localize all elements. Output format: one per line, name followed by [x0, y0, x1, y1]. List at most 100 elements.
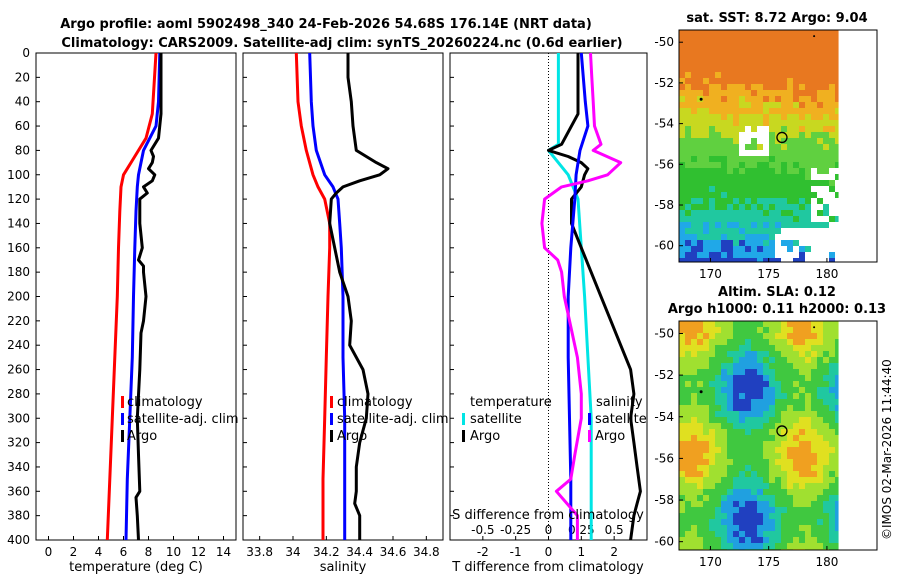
map-cell [775, 162, 781, 168]
legend-argo-label: Argo [337, 429, 367, 444]
map-cell [727, 144, 733, 150]
map-cell [799, 36, 805, 42]
map-cell [835, 234, 839, 240]
map-cell [751, 507, 757, 513]
map-cell [793, 333, 799, 339]
map-cell [745, 351, 751, 357]
map-cell [733, 90, 739, 96]
map-cell [763, 327, 769, 333]
map-cell [685, 96, 691, 102]
map-cell [763, 519, 769, 525]
map-cell [733, 114, 739, 120]
map-cell [739, 441, 745, 447]
map-cell [691, 507, 697, 513]
map-cell [763, 252, 769, 258]
map-cell [739, 54, 745, 60]
map-cell [757, 369, 763, 375]
map-cell [811, 495, 817, 501]
map-cell [811, 345, 817, 351]
map-cell [751, 339, 757, 345]
map-cell [727, 36, 733, 42]
map-cell [697, 345, 703, 351]
difference-legend-temperature: temperature satellite Argo [462, 395, 552, 444]
map-cell [763, 393, 769, 399]
map-cell [721, 66, 727, 72]
map-cell [721, 48, 727, 54]
map-cell [769, 240, 775, 246]
map-cell [829, 210, 835, 216]
map-cell [703, 459, 709, 465]
map-cell [709, 150, 715, 156]
map-cell [793, 489, 799, 495]
map-cell [757, 471, 763, 477]
map-cell [817, 477, 823, 483]
map-cell [781, 78, 787, 84]
map-cell [805, 477, 811, 483]
map-cell [679, 198, 685, 204]
map-cell [799, 174, 805, 180]
map-cell [781, 132, 787, 138]
map-cell [817, 339, 823, 345]
map-cell [811, 525, 817, 531]
map-cell [769, 156, 775, 162]
map-cell [811, 180, 817, 186]
map-cell [685, 162, 691, 168]
map-cell [685, 204, 691, 210]
map-cell [709, 345, 715, 351]
map-cell [769, 36, 775, 42]
map-cell [787, 531, 793, 537]
x-tick-label: 34.8 [413, 545, 440, 559]
map-cell [823, 543, 829, 549]
map-cell [697, 351, 703, 357]
map-cell [727, 198, 733, 204]
map-cell [769, 405, 775, 411]
map-cell [793, 375, 799, 381]
map-cell [685, 405, 691, 411]
map-cell [727, 252, 733, 258]
map-cell [739, 525, 745, 531]
map-cell [817, 489, 823, 495]
map-cell [799, 72, 805, 78]
map-cell [703, 78, 709, 84]
map-cell [769, 531, 775, 537]
map-cell [751, 357, 757, 363]
depth-tick-label: 360 [7, 484, 30, 498]
map-cell [685, 36, 691, 42]
map-cell [799, 321, 805, 327]
map-cell [805, 114, 811, 120]
map-cell [751, 84, 757, 90]
map-cell [757, 519, 763, 525]
map-cell [721, 30, 727, 36]
map-cell [697, 78, 703, 84]
map-cell [757, 78, 763, 84]
x2-tick-label: -0.5 [471, 523, 494, 537]
map-cell [715, 363, 721, 369]
map-cell [787, 186, 793, 192]
map-cell [679, 513, 685, 519]
map-cell [799, 375, 805, 381]
map-cell [799, 66, 805, 72]
map-cell [775, 90, 781, 96]
map-cell [829, 258, 835, 262]
map-cell [703, 321, 709, 327]
map-cell [691, 411, 697, 417]
map-cell [817, 54, 823, 60]
map-cell [793, 246, 799, 252]
map-cell [709, 210, 715, 216]
map-cell [817, 447, 823, 453]
map-cell [805, 240, 811, 246]
map-cell [817, 465, 823, 471]
map-cell [781, 228, 787, 234]
map-cell [733, 168, 739, 174]
map-cell [679, 144, 685, 150]
map-cell [721, 405, 727, 411]
map-cell [751, 465, 757, 471]
map-cell [799, 429, 805, 435]
map-cell [769, 501, 775, 507]
map-cell [733, 204, 739, 210]
map-cell [793, 222, 799, 228]
map-cell [679, 525, 685, 531]
map-cell [757, 495, 763, 501]
map-cell [805, 507, 811, 513]
map-cell [685, 369, 691, 375]
